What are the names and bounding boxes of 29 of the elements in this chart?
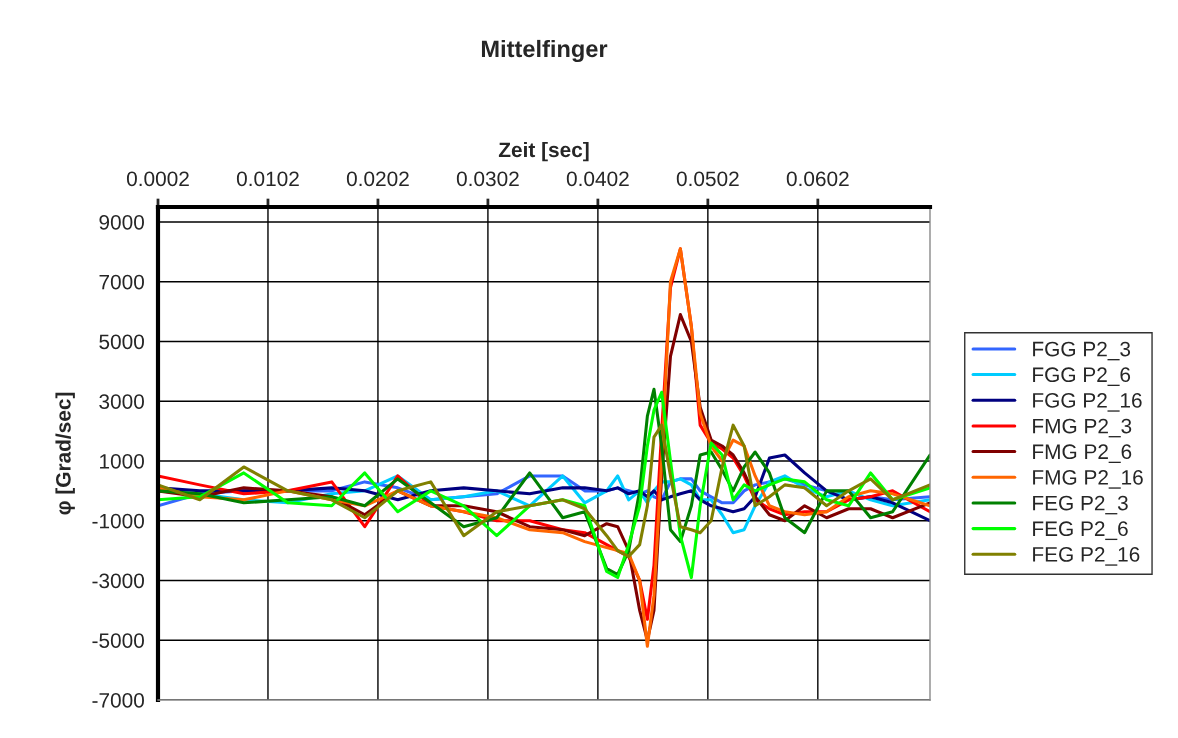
y-tick-label: -5000 (92, 633, 144, 648)
x-axis-title: Zeit [sec] (498, 141, 589, 162)
legend-label: FMG P2_16 (1033, 470, 1143, 489)
y-tick-label: -1000 (92, 513, 144, 529)
chart-title: Mittelfinger (481, 39, 608, 62)
line-series (158, 423, 930, 559)
x-tick-label: 0.0102 (236, 171, 299, 187)
y-tick-label: -3000 (92, 573, 144, 589)
x-tick-label: 0.0502 (676, 171, 739, 187)
legend-label: FMG P2_6 (1033, 444, 1132, 464)
y-tick-label: 7000 (99, 274, 144, 290)
legend-label: FMG P2_3 (1033, 418, 1132, 438)
legend-label: FEG P2_6 (1033, 521, 1128, 541)
y-tick-label: 5000 (99, 334, 144, 350)
y-tick-label: -7000 (92, 693, 144, 708)
y-tick-label: 1000 (100, 453, 144, 469)
x-tick-label: 0.0602 (786, 171, 849, 187)
y-tick-label: 3000 (99, 394, 144, 409)
y-tick-label: 9000 (99, 214, 144, 230)
legend-label: FEG P2_16 (1033, 547, 1140, 566)
x-tick-label: 0.0402 (566, 171, 629, 187)
legend-label: FGG P2_16 (1033, 393, 1142, 412)
legend-label: FGG P2_6 (1033, 367, 1131, 387)
y-axis-title: φ [Grad/sec] (55, 392, 75, 515)
legend-label: FGG P2_3 (1033, 341, 1131, 361)
legend-label: FEG P2_3 (1033, 495, 1128, 515)
x-tick-label: 0.0302 (456, 171, 519, 187)
x-tick-label: 0.0202 (346, 171, 409, 187)
x-tick-label: 0.0002 (126, 171, 189, 187)
